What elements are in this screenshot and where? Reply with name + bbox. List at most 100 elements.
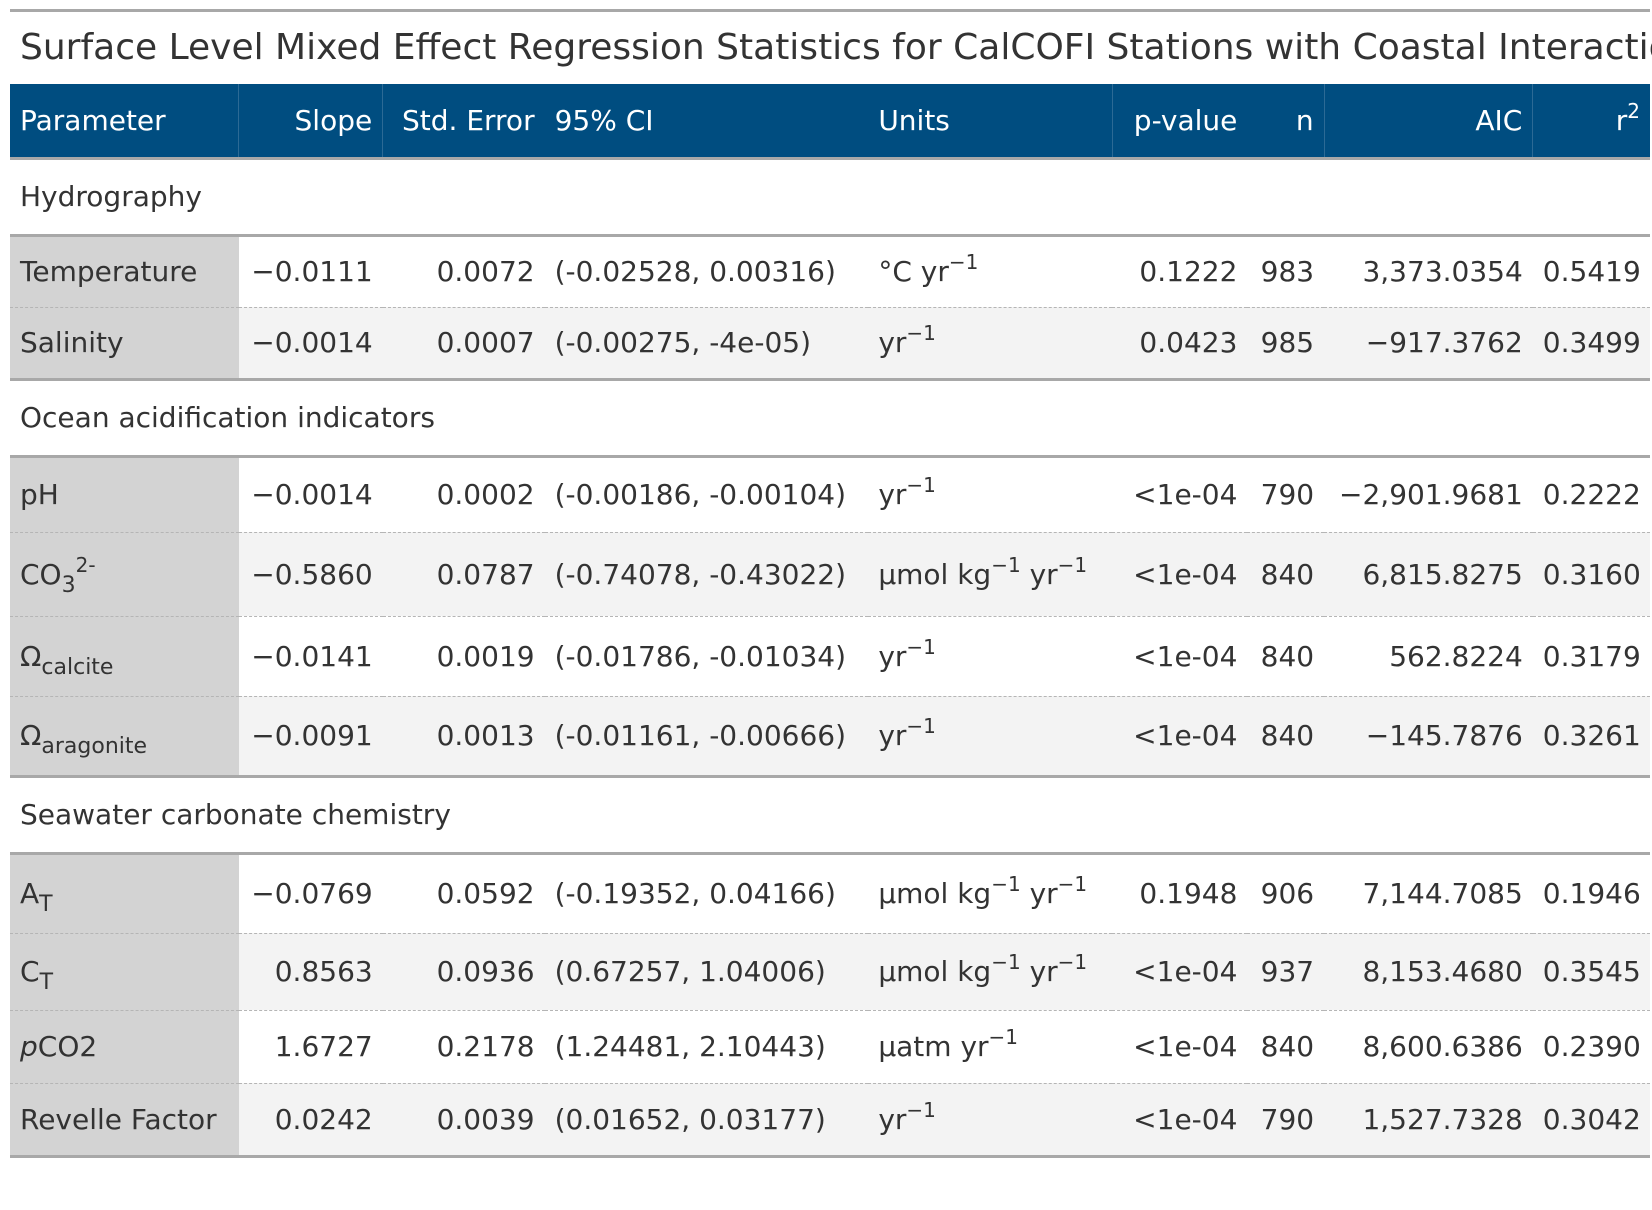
units-exponent: −1: [948, 250, 979, 274]
r2-cell: 0.1946: [1532, 853, 1650, 934]
std-error-cell: 0.0007: [382, 307, 545, 381]
r2-cell: 0.3160: [1532, 532, 1650, 617]
n-cell: 983: [1247, 235, 1325, 308]
units-exponent: −1: [906, 714, 936, 738]
ci-cell: (-0.01786, -0.01034): [544, 616, 869, 697]
parameter-superscript: 2-: [75, 552, 96, 577]
units-exponent-b: −1: [1057, 950, 1088, 974]
slope-cell: −0.0014: [238, 307, 383, 381]
aic-cell: 7,144.7085: [1324, 853, 1533, 934]
slope-cell: 0.8563: [238, 933, 383, 1011]
n-cell: 906: [1247, 853, 1325, 934]
table-row: AT −0.0769 0.0592 (-0.19352, 0.04166) μmol k…: [10, 853, 1650, 934]
units-base: μatm yr: [878, 1030, 989, 1063]
parameter-italic: p: [20, 1030, 38, 1063]
units-cell: μmol kg−1 yr−1: [868, 532, 1113, 617]
parameter-base: C: [20, 955, 40, 988]
units-base: yr: [878, 478, 907, 511]
p-value-cell: 0.1948: [1112, 853, 1248, 934]
n-cell: 985: [1247, 307, 1325, 381]
aic-cell: 562.8224: [1324, 616, 1533, 697]
units-cell: μmol kg−1 yr−1: [868, 853, 1113, 934]
parameter-cell: pH: [10, 456, 239, 533]
p-value-cell: <1e-04: [1112, 1083, 1248, 1158]
group-label: Hydrography: [10, 158, 1650, 237]
parameter-cell: Ωaragonite: [10, 696, 239, 778]
ci-cell: (-0.02528, 0.00316): [544, 235, 869, 308]
slope-cell: −0.0091: [238, 696, 383, 778]
std-error-cell: 0.0592: [382, 853, 545, 934]
parameter-subscript: T: [39, 970, 54, 995]
table-row: pCO2 1.6727 0.2178 (1.24481, 2.10443) μatm y…: [10, 1010, 1650, 1084]
slope-cell: −0.0014: [238, 456, 383, 533]
parameter-cell: CO32-: [10, 532, 239, 617]
n-cell: 937: [1247, 933, 1325, 1011]
group-row: Hydrography: [10, 158, 1650, 237]
parameter-cell: AT: [10, 853, 239, 934]
std-error-cell: 0.0072: [382, 235, 545, 308]
ci-cell: (-0.01161, -0.00666): [544, 696, 869, 778]
units-part-b: yr: [1020, 557, 1058, 591]
std-error-cell: 0.0039: [382, 1083, 545, 1158]
n-cell: 790: [1247, 1083, 1325, 1158]
r2-base: r: [1615, 103, 1628, 137]
ci-cell: (-0.19352, 0.04166): [544, 853, 869, 934]
ci-cell: (1.24481, 2.10443): [544, 1010, 869, 1084]
p-value-cell: 0.1222: [1112, 235, 1248, 308]
units-base: yr: [878, 1102, 907, 1136]
parameter-rest: CO2: [37, 1030, 98, 1063]
r2-cell: 0.3261: [1532, 696, 1650, 778]
aic-cell: 8,600.6386: [1324, 1010, 1533, 1084]
table-row: Temperature −0.0111 0.0072 (-0.02528, 0.003…: [10, 235, 1650, 308]
p-value-cell: 0.0423: [1112, 307, 1248, 381]
header-row: Parameter Slope Std. Error 95% CI Units …: [10, 84, 1650, 160]
n-cell: 840: [1247, 696, 1325, 778]
p-value-cell: <1e-04: [1112, 696, 1248, 778]
std-error-cell: 0.0019: [382, 616, 545, 697]
units-exponent: −1: [906, 473, 936, 497]
p-value-cell: <1e-04: [1112, 616, 1248, 697]
col-header-r2: r2: [1532, 84, 1650, 160]
p-value-cell: <1e-04: [1112, 1010, 1248, 1084]
col-header-aic: AIC: [1324, 84, 1534, 160]
r2-sup: 2: [1627, 98, 1640, 123]
r2-cell: 0.2390: [1532, 1010, 1650, 1084]
parameter-name: Temperature: [20, 255, 198, 288]
slope-cell: 1.6727: [238, 1010, 383, 1084]
ci-cell: (-0.00186, -0.00104): [544, 456, 869, 533]
units-cell: μmol kg−1 yr−1: [868, 933, 1113, 1011]
ci-cell: (0.67257, 1.04006): [544, 933, 869, 1011]
col-header-slope: Slope: [238, 84, 384, 160]
units-exponent-a: −1: [991, 872, 1021, 896]
group-row: Ocean acidification indicators: [10, 379, 1650, 458]
units-cell: yr−1: [868, 616, 1113, 697]
n-cell: 790: [1247, 456, 1325, 533]
table-row: Ωaragonite −0.0091 0.0013 (-0.01161, -0.006…: [10, 696, 1650, 778]
col-header-parameter: Parameter: [10, 84, 240, 160]
parameter-cell: Salinity: [10, 307, 239, 381]
units-exponent: −1: [906, 634, 936, 659]
top-rule: [10, 9, 1650, 12]
r2-cell: 0.5419: [1532, 235, 1650, 308]
n-cell: 840: [1247, 616, 1325, 697]
units-part-b: yr: [1020, 955, 1058, 988]
units-base: yr: [878, 326, 907, 359]
group-label: Seawater carbonate chemistry: [10, 776, 1650, 855]
std-error-cell: 0.0787: [382, 532, 545, 617]
group-label: Ocean acidification indicators: [10, 379, 1650, 458]
slope-cell: 0.0242: [238, 1083, 383, 1158]
parameter-base: CO: [20, 557, 62, 591]
slope-cell: −0.0769: [238, 853, 383, 934]
parameter-base: Ω: [20, 719, 42, 752]
n-cell: 840: [1247, 1010, 1325, 1084]
p-value-cell: <1e-04: [1112, 456, 1248, 533]
n-cell: 840: [1247, 532, 1325, 617]
ci-cell: (-0.74078, -0.43022): [544, 532, 869, 617]
units-cell: yr−1: [868, 1083, 1113, 1158]
units-base: yr: [878, 639, 907, 673]
col-header-std-error: Std. Error: [382, 84, 545, 160]
parameter-name: Revelle Factor: [20, 1102, 217, 1136]
ci-cell: (0.01652, 0.03177): [544, 1083, 869, 1158]
units-base: yr: [878, 719, 907, 752]
parameter-subscript: 3: [61, 572, 76, 598]
